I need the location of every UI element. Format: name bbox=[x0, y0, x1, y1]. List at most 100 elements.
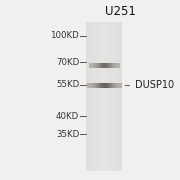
Bar bbox=[110, 63, 111, 68]
Text: 70KD: 70KD bbox=[56, 58, 79, 67]
Text: 100KD: 100KD bbox=[50, 31, 79, 40]
Bar bbox=[116, 22, 117, 171]
Bar bbox=[117, 63, 118, 68]
Bar bbox=[106, 22, 107, 171]
Bar bbox=[113, 22, 114, 171]
Bar bbox=[90, 22, 91, 171]
Bar bbox=[98, 22, 99, 171]
Bar bbox=[111, 83, 112, 88]
Bar bbox=[108, 63, 109, 68]
Bar bbox=[107, 63, 108, 68]
Bar bbox=[103, 63, 104, 68]
Bar bbox=[105, 22, 106, 171]
Bar bbox=[89, 63, 90, 68]
Bar bbox=[94, 22, 95, 171]
Bar bbox=[108, 83, 109, 88]
Bar bbox=[109, 63, 110, 68]
Bar bbox=[97, 83, 98, 88]
Bar bbox=[86, 22, 87, 171]
Bar bbox=[92, 22, 93, 171]
Bar bbox=[117, 22, 118, 171]
Bar bbox=[95, 83, 96, 88]
Bar bbox=[111, 63, 112, 68]
Bar bbox=[121, 83, 122, 88]
Bar bbox=[99, 83, 100, 88]
Text: 35KD: 35KD bbox=[56, 130, 79, 139]
Bar bbox=[109, 83, 110, 88]
Bar bbox=[104, 63, 105, 68]
Bar bbox=[119, 83, 120, 88]
Bar bbox=[108, 22, 109, 171]
Text: DUSP10: DUSP10 bbox=[125, 80, 174, 91]
Bar bbox=[91, 22, 92, 171]
Bar bbox=[94, 63, 95, 68]
Bar bbox=[110, 22, 111, 171]
Bar bbox=[93, 63, 94, 68]
Bar bbox=[86, 22, 122, 171]
Bar bbox=[102, 63, 103, 68]
Bar bbox=[98, 83, 99, 88]
Bar bbox=[103, 83, 104, 88]
Bar bbox=[90, 83, 91, 88]
Bar bbox=[88, 22, 89, 171]
Bar bbox=[115, 22, 116, 171]
Bar bbox=[104, 22, 105, 171]
Bar bbox=[118, 63, 119, 68]
Bar bbox=[118, 83, 119, 88]
Bar bbox=[90, 63, 91, 68]
Bar bbox=[98, 63, 99, 68]
Bar bbox=[89, 83, 90, 88]
Text: U251: U251 bbox=[105, 5, 136, 18]
Bar bbox=[93, 83, 94, 88]
Bar bbox=[115, 83, 116, 88]
Bar bbox=[105, 83, 106, 88]
Bar bbox=[100, 22, 101, 171]
Bar bbox=[120, 83, 121, 88]
Bar bbox=[101, 63, 102, 68]
Bar bbox=[88, 83, 89, 88]
Bar bbox=[92, 63, 93, 68]
Bar bbox=[96, 83, 97, 88]
Bar bbox=[105, 63, 106, 68]
Bar bbox=[101, 22, 102, 171]
Bar bbox=[91, 83, 92, 88]
Bar bbox=[119, 22, 120, 171]
Bar bbox=[106, 83, 107, 88]
Bar bbox=[114, 63, 115, 68]
Bar bbox=[112, 63, 113, 68]
Bar bbox=[103, 22, 104, 171]
Bar bbox=[119, 63, 120, 68]
Bar bbox=[120, 22, 121, 171]
Bar bbox=[102, 83, 103, 88]
Bar bbox=[116, 63, 117, 68]
Bar bbox=[113, 63, 114, 68]
Bar bbox=[112, 22, 113, 171]
Bar bbox=[107, 83, 108, 88]
Bar bbox=[99, 63, 100, 68]
Text: 40KD: 40KD bbox=[56, 112, 79, 121]
Bar bbox=[87, 22, 88, 171]
Bar bbox=[116, 83, 117, 88]
Bar bbox=[99, 22, 100, 171]
Bar bbox=[112, 83, 113, 88]
Bar bbox=[89, 22, 90, 171]
Bar bbox=[117, 83, 118, 88]
Bar bbox=[110, 83, 111, 88]
Bar bbox=[114, 83, 115, 88]
Bar bbox=[95, 63, 96, 68]
Bar bbox=[92, 83, 93, 88]
Bar bbox=[118, 22, 119, 171]
Bar bbox=[100, 83, 101, 88]
Bar bbox=[97, 63, 98, 68]
Bar bbox=[106, 63, 107, 68]
Bar bbox=[101, 83, 102, 88]
Bar bbox=[107, 22, 108, 171]
Bar bbox=[91, 63, 92, 68]
Bar bbox=[111, 22, 112, 171]
Bar bbox=[94, 83, 95, 88]
Bar bbox=[113, 83, 114, 88]
Bar bbox=[96, 22, 97, 171]
Bar bbox=[87, 83, 88, 88]
Bar bbox=[102, 22, 103, 171]
Bar bbox=[104, 83, 105, 88]
